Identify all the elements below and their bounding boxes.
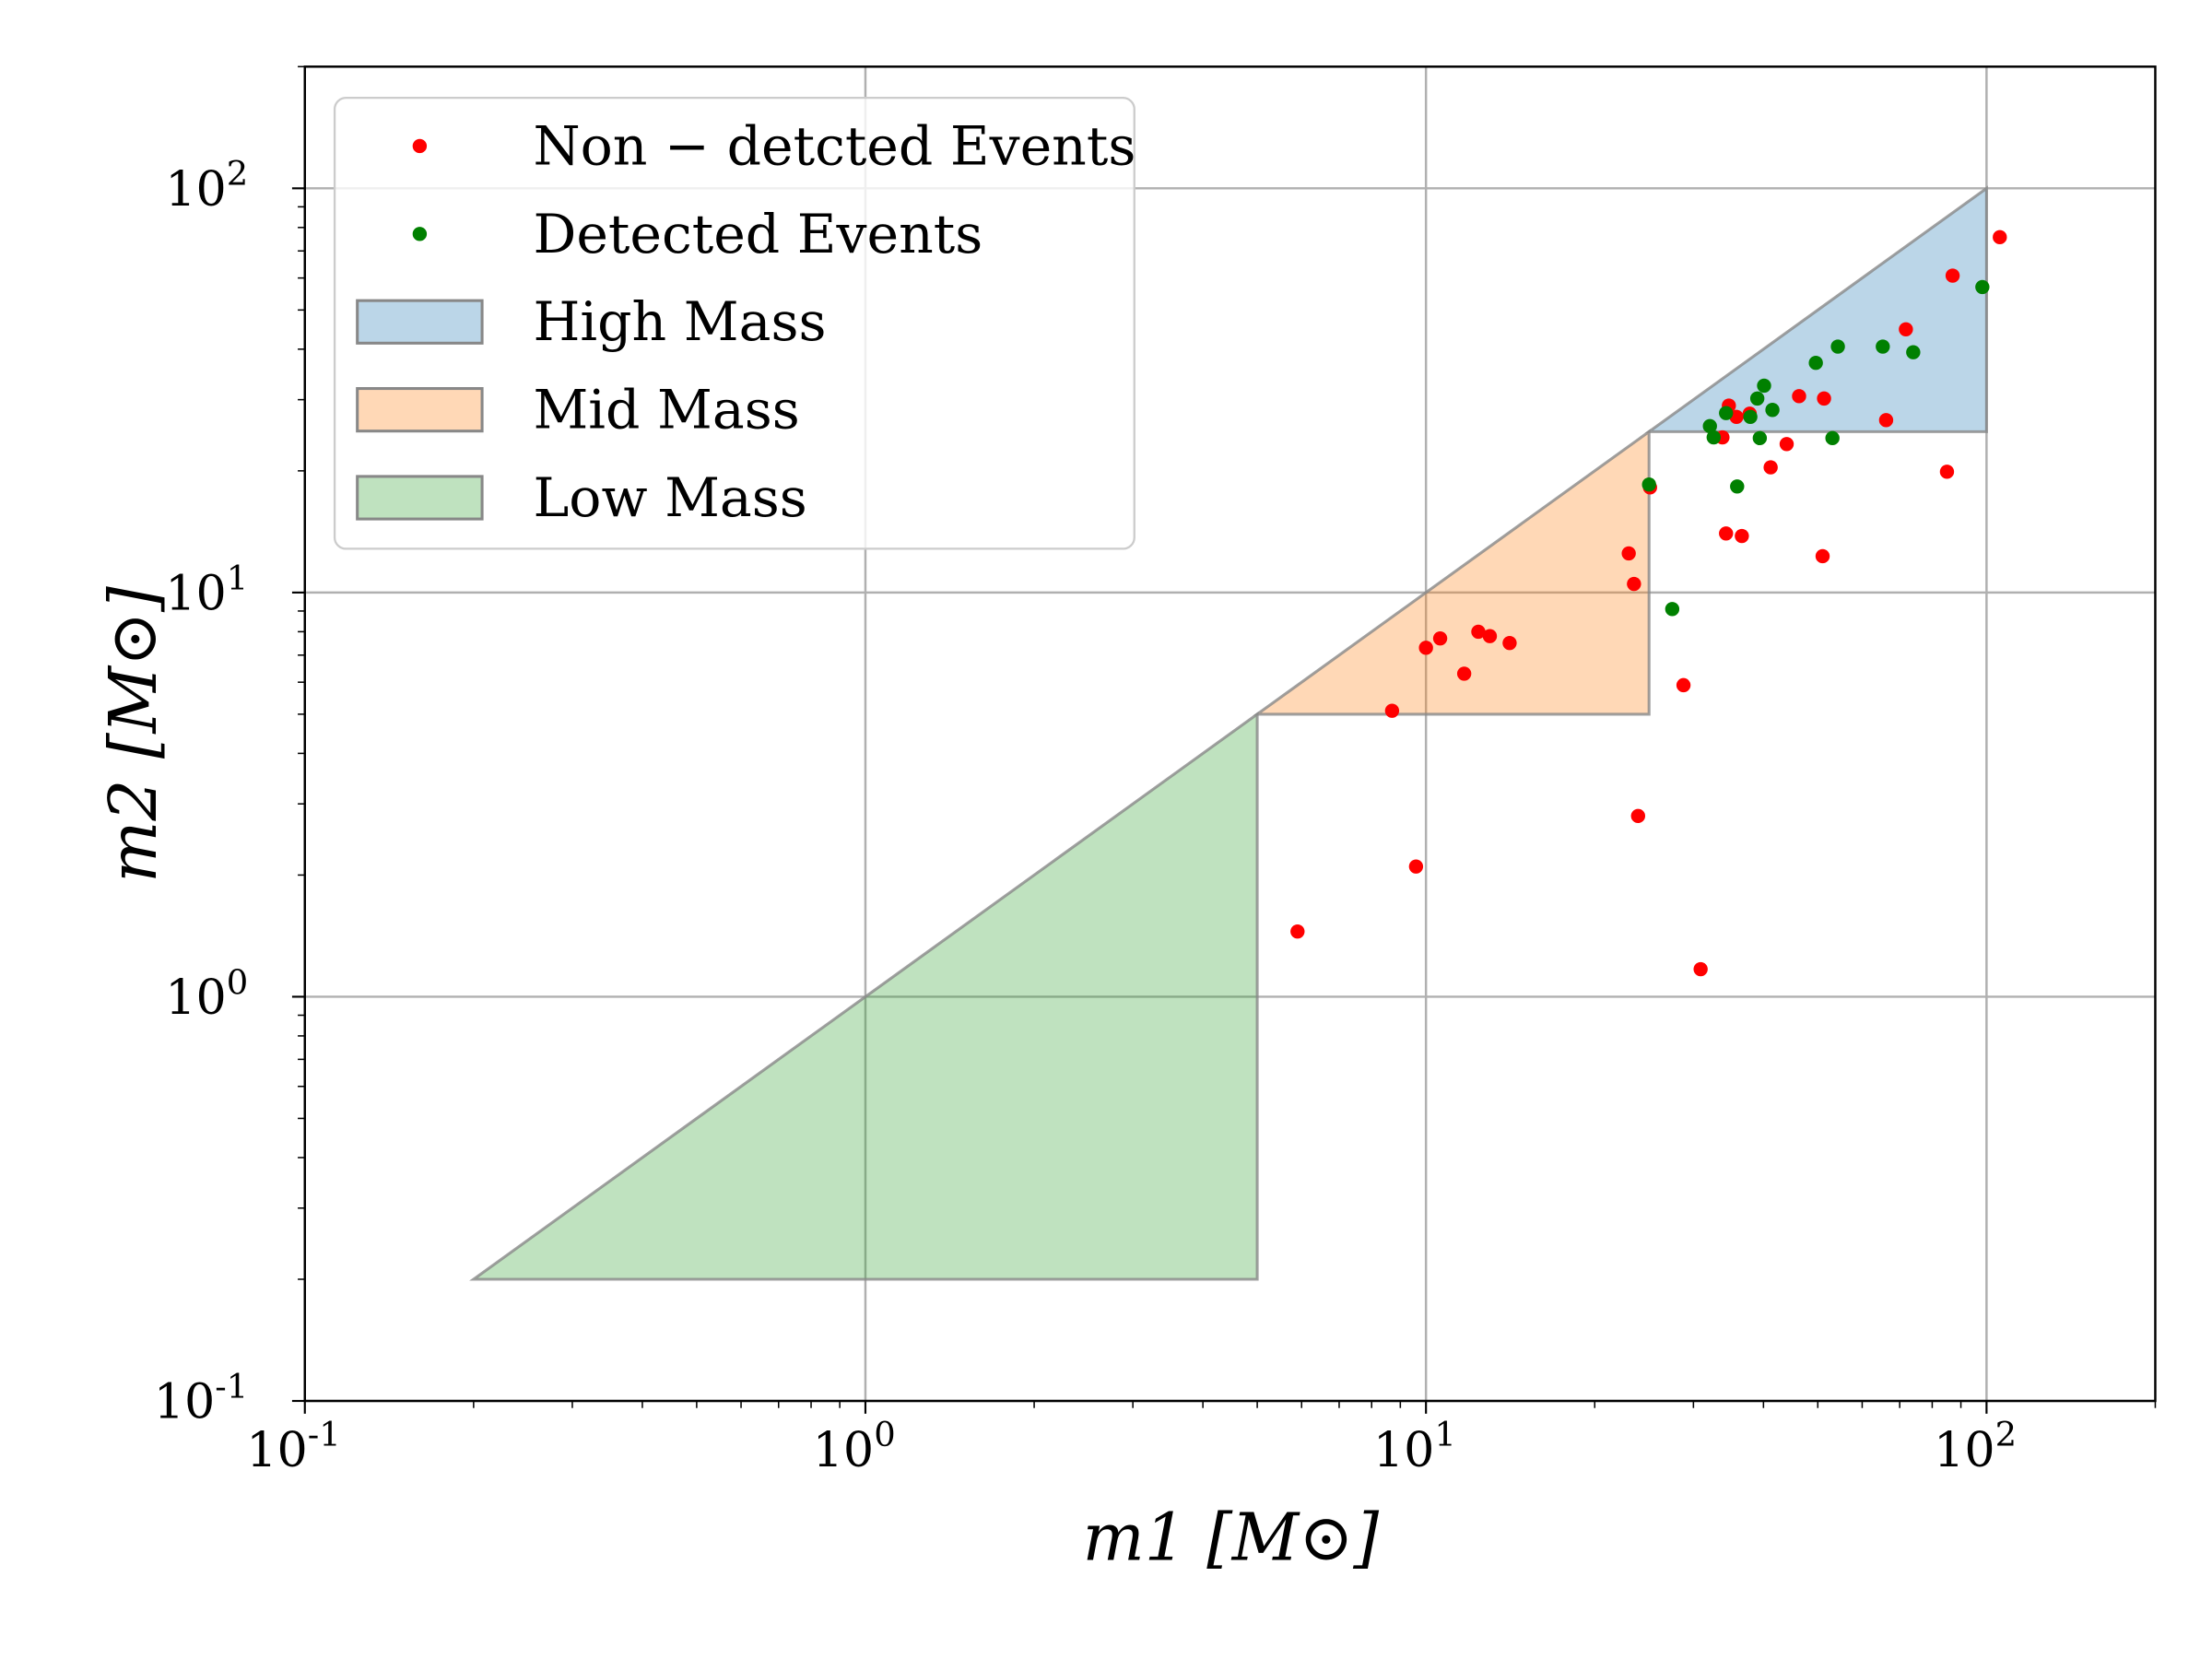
- non-detected-event-point: [1502, 635, 1517, 651]
- non-detected-event-point: [1779, 437, 1794, 452]
- region-high-mass: [1644, 185, 1988, 433]
- non-detected-event-point: [1939, 465, 1955, 479]
- x-tick-label: 102: [1934, 1415, 2017, 1478]
- y-tick-label: 102: [165, 154, 248, 218]
- non-detected-event-point: [1630, 808, 1646, 824]
- legend-box: [333, 96, 1135, 550]
- detected-event-point: [1706, 429, 1722, 445]
- non-detected-event-point: [1693, 961, 1708, 977]
- legend-patch: [356, 387, 484, 433]
- y-tick-label: 100: [165, 962, 248, 1026]
- non-detected-event-point: [1621, 546, 1636, 561]
- non-detected-event-point: [1815, 548, 1830, 564]
- legend: Non − detcted Events Detected Events High …: [333, 96, 1135, 550]
- detected-event-point: [1906, 345, 1921, 359]
- detected-event-point: [1719, 406, 1734, 420]
- x-tick-label: 10-1: [246, 1415, 341, 1478]
- detected-event-point: [1641, 477, 1656, 492]
- non-detected-event-point: [1817, 391, 1831, 406]
- event-points: [1290, 229, 2007, 977]
- non-detected-event-point: [1456, 666, 1472, 681]
- legend-label: Mid Mass: [533, 379, 799, 441]
- x-axis-label: m1 [M⊙]: [1083, 1499, 1380, 1575]
- detected-event-point: [1808, 356, 1823, 371]
- non-detected-event-point: [1384, 703, 1400, 718]
- non-detected-event-point: [1719, 526, 1734, 541]
- legend-label: Low Mass: [533, 466, 806, 529]
- detected-event-point: [1665, 602, 1680, 617]
- legend-label: Non − detcted Events: [533, 114, 1135, 177]
- region-low-mass: [469, 711, 1259, 1281]
- y-axis-label: m2 [M⊙]: [95, 586, 171, 883]
- detected-event-point: [1730, 479, 1745, 494]
- non-detected-event-point: [1945, 268, 1960, 283]
- plot-frame: [303, 65, 2157, 1403]
- non-detected-event-point: [1899, 322, 1913, 336]
- detected-event-point: [1743, 409, 1758, 424]
- non-detected-event-point: [1290, 924, 1305, 939]
- non-detected-event-point: [1792, 389, 1806, 404]
- x-tick-label: 101: [1373, 1415, 1456, 1478]
- detected-event-point: [1876, 339, 1890, 354]
- non-detected-event-point: [1482, 629, 1498, 643]
- legend-label: Detected Events: [533, 203, 982, 265]
- non-detected-event-point: [1418, 641, 1433, 655]
- non-detected-event-point: [1471, 624, 1486, 640]
- detected-event-point: [1749, 391, 1765, 406]
- non-detected-event-point: [1763, 460, 1778, 475]
- detected-event-point: [1825, 430, 1840, 446]
- legend-label: High Mass: [533, 290, 826, 353]
- non-detected-event-point: [1627, 576, 1641, 592]
- legend-marker: [412, 138, 428, 154]
- detected-event-point: [1702, 418, 1717, 434]
- detected-event-point: [1752, 430, 1768, 446]
- region-mid-mass: [1253, 429, 1651, 716]
- non-detected-event-point: [1735, 528, 1749, 544]
- detected-event-point: [1765, 403, 1780, 418]
- detected-event-point: [1830, 339, 1845, 354]
- y-tick-label: 10-1: [154, 1367, 249, 1430]
- non-detected-event-point: [1993, 229, 2007, 245]
- non-detected-event-point: [1432, 630, 1448, 646]
- non-detected-event-point: [1676, 677, 1691, 693]
- x-tick-label: 100: [813, 1415, 896, 1478]
- legend-marker: [412, 227, 428, 241]
- detected-event-point: [1757, 378, 1771, 394]
- non-detected-event-point: [1878, 413, 1894, 428]
- detected-event-point: [1975, 279, 1990, 295]
- non-detected-event-point: [1408, 859, 1424, 874]
- legend-patch: [356, 299, 484, 345]
- mass-regions: [469, 185, 1988, 1281]
- y-tick-label: 101: [165, 559, 248, 622]
- legend-patch: [356, 475, 484, 521]
